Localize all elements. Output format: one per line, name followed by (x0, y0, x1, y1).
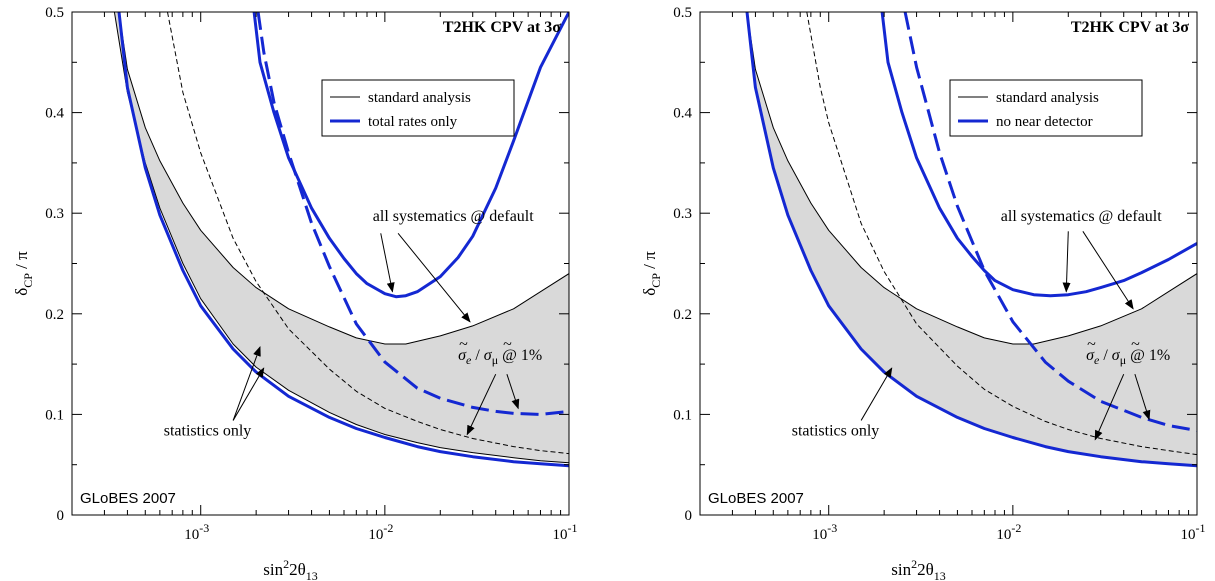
y-tick-label: 0.5 (45, 5, 64, 21)
y-axis-label: δCP / π (12, 251, 35, 296)
y-tick-label: 0 (685, 508, 693, 524)
y-axis-label: δCP / π (640, 251, 663, 296)
uncertainty-band (114, 12, 569, 463)
annotation: σe / σμ @ 1% (1086, 347, 1170, 367)
series-line-ND-systematics (880, 12, 1197, 298)
annotation-arrow (232, 346, 261, 421)
tilde-accent: ~ (1087, 336, 1096, 353)
x-tick-label: 10-2 (996, 521, 1021, 543)
uncertainty-band (747, 12, 1197, 466)
legend-label: total rates only (368, 114, 458, 130)
annotation-arrow (1094, 373, 1125, 441)
x-axis-label: sin22θ13 (263, 557, 318, 581)
annotation-arrow (1134, 374, 1151, 421)
legend-box (321, 79, 515, 137)
series-line-rates-statistics (117, 12, 569, 468)
series-line-1pct (167, 12, 569, 455)
globes-watermark: GLoBES 2007 (708, 490, 804, 507)
y-tick-label: 0.2 (673, 307, 692, 323)
plot-area (113, 12, 569, 468)
annotation-arrow (380, 233, 395, 293)
legend-label: standard analysis (368, 90, 471, 106)
legend-label: no near detector (996, 114, 1093, 130)
legend-box (949, 79, 1143, 137)
annotation: statistics only (164, 423, 252, 440)
series-line-band-lower-statistics (745, 12, 1197, 468)
plot-area (745, 12, 1197, 468)
x-tick-label: 10-2 (368, 521, 393, 543)
globes-watermark: GLoBES 2007 (80, 490, 176, 507)
tilde-accent: ~ (1131, 336, 1140, 353)
x-tick-label: 10-3 (812, 521, 837, 543)
chart-panel-2: 0 0.1 0.2 0.3 0.4 0.5 10-3 10-2 10-1 sin22θ13 δCP … (640, 5, 1206, 581)
annotation-arrow (1062, 231, 1071, 293)
x-tick-label: 10-1 (553, 521, 578, 543)
legend: standard analysis no near detector (949, 79, 1143, 137)
series-line-rates-1pct (256, 12, 569, 416)
tilde-accent: ~ (459, 336, 468, 353)
y-tick-label: 0.3 (673, 206, 692, 222)
y-tick-label: 0.5 (673, 5, 692, 21)
x-tick-label: 10-3 (184, 521, 209, 543)
x-axis-label: sin22θ13 (891, 557, 946, 581)
annotation: all systematics @ default (1001, 208, 1162, 225)
annotation-arrow (1082, 231, 1134, 310)
annotation-arrow (860, 367, 893, 421)
annotation-arrow (466, 373, 497, 436)
chart-panel-1: 0 0.1 0.2 0.3 0.4 0.5 10-3 10-2 10-1 sin22θ13 δCP … (12, 5, 578, 581)
y-tick-label: 0 (57, 508, 65, 524)
series-line-band-lower-statistics (113, 12, 569, 464)
series-line-ND-1pct (903, 12, 1197, 432)
legend-label: standard analysis (996, 90, 1099, 106)
annotation: all systematics @ default (373, 208, 534, 225)
y-tick-label: 0.2 (45, 307, 64, 323)
y-tick-label: 0.4 (673, 106, 692, 122)
annotation-arrow (397, 233, 471, 323)
chart-title: T2HK CPV at 3σ (1071, 19, 1189, 36)
y-tick-label: 0.4 (45, 106, 64, 122)
annotation-arrow (506, 374, 520, 410)
chart-title: T2HK CPV at 3σ (443, 19, 561, 36)
series-line-band-upper-systematics (746, 12, 1197, 345)
series-line-1pct (806, 12, 1197, 456)
annotation-arrow (232, 367, 265, 421)
y-tick-label: 0.1 (45, 407, 64, 423)
series-line-rates-systematics (252, 12, 569, 299)
annotation: statistics only (792, 423, 880, 440)
tilde-accent: ~ (503, 336, 512, 353)
y-tick-label: 0.1 (673, 407, 692, 423)
annotation: σe / σμ @ 1% (458, 347, 542, 367)
legend: standard analysis total rates only (321, 79, 515, 137)
x-tick-label: 10-1 (1181, 521, 1206, 543)
series-line-band-upper-systematics (118, 12, 569, 345)
y-tick-label: 0.3 (45, 206, 64, 222)
